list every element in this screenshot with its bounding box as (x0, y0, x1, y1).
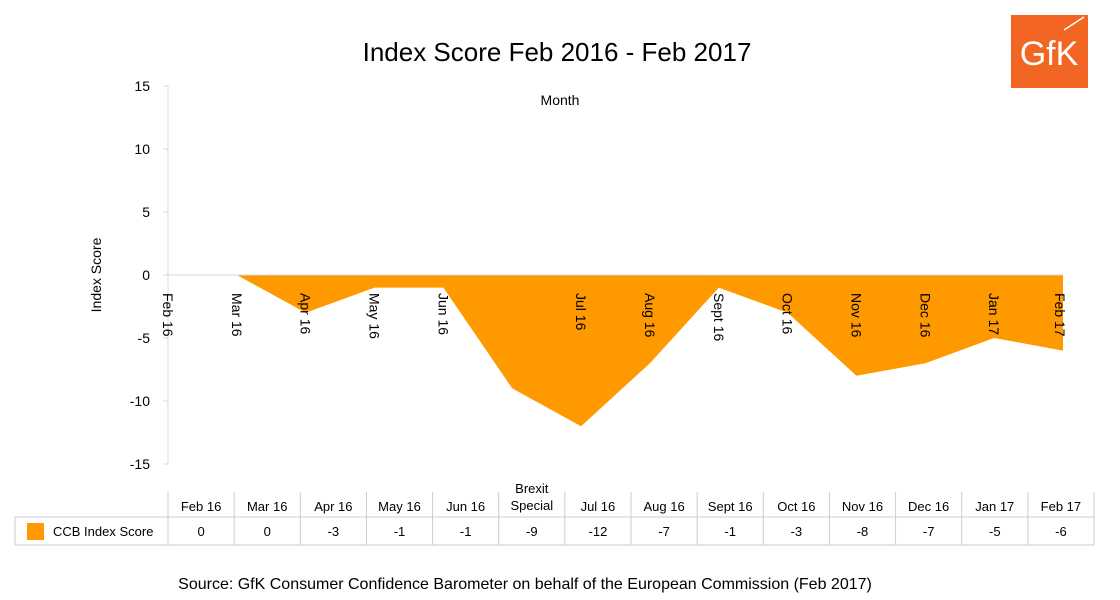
table-header-cell: Feb 17 (1041, 499, 1081, 514)
table-header-cell: May 16 (378, 499, 421, 514)
x-tick-label: Nov 16 (848, 293, 864, 338)
x-axis-tick-labels: Feb 16 Mar 16 Apr 16 May 16 Jun 16 Jul 16 Aug … (160, 293, 1068, 341)
x-tick-label: Jun 16 (435, 293, 451, 335)
y-axis-ticks: 15 10 5 0 -5 -10 -15 (130, 78, 168, 472)
x-tick-label: May 16 (367, 293, 383, 339)
table-header-cell: Nov 16 (842, 499, 883, 514)
x-tick-label: Mar 16 (229, 293, 245, 337)
table-header-cell: Jul 16 (581, 499, 616, 514)
y-tick-label: -15 (130, 456, 150, 472)
table-value-cell: -3 (328, 524, 340, 539)
table-header-cell: Jan 17 (975, 499, 1014, 514)
y-tick-label: -10 (130, 393, 150, 409)
table-header-cell: Jun 16 (446, 499, 485, 514)
table-value-cell: -6 (1055, 524, 1067, 539)
table-header-cell: Feb 16 (181, 499, 221, 514)
plot-area (167, 86, 1064, 464)
table-header-cell: Apr 16 (314, 499, 352, 514)
x-tick-label: Jan 17 (986, 293, 1002, 335)
y-tick-label: 0 (142, 267, 150, 283)
gfk-logo: GfK (1011, 15, 1088, 88)
table-header-cell: Mar 16 (247, 499, 287, 514)
table-value-cell: -3 (791, 524, 803, 539)
table-header-cell: Oct 16 (777, 499, 815, 514)
table-value-cell: -7 (923, 524, 935, 539)
x-tick-label: Feb 17 (1052, 293, 1068, 337)
x-tick-label: Sept 16 (711, 293, 727, 341)
table-header-cell: Aug 16 (643, 499, 684, 514)
source-note: Source: GfK Consumer Confidence Baromete… (178, 576, 872, 593)
y-axis-title: Index Score (88, 237, 104, 312)
table-value-cell: 0 (197, 524, 204, 539)
y-tick-label: 5 (142, 204, 150, 220)
logo-text: GfK (1020, 35, 1079, 73)
table-value-cell: -8 (857, 524, 869, 539)
table-value-cell: -1 (724, 524, 736, 539)
table-header-cell: Sept 16 (708, 499, 753, 514)
table-value-cell: -9 (526, 524, 538, 539)
table-value-cell: -1 (460, 524, 472, 539)
table-value-cell: -7 (658, 524, 670, 539)
legend-swatch (27, 523, 44, 540)
table-value-cell: -1 (394, 524, 406, 539)
area-series-ccb-index-score (168, 275, 1063, 427)
x-tick-label: Feb 16 (160, 293, 176, 337)
table-value-cell: -12 (589, 524, 608, 539)
x-tick-label: Jul 16 (573, 293, 589, 331)
x-axis-title: Month (541, 92, 580, 108)
x-tick-label: Aug 16 (642, 293, 658, 338)
legend-label: CCB Index Score (53, 524, 153, 539)
y-tick-label: 15 (134, 78, 150, 94)
x-tick-label: Dec 16 (917, 293, 933, 338)
y-tick-label: 10 (134, 141, 150, 157)
x-tick-label: Oct 16 (780, 293, 796, 334)
data-table: Feb 16 Mar 16 Apr 16 May 16 Jun 16 Brexit Spec… (14, 481, 1095, 546)
x-tick-label: Apr 16 (298, 293, 314, 334)
chart-title: Index Score Feb 2016 - Feb 2017 (363, 37, 752, 67)
table-value-cell: 0 (264, 524, 271, 539)
y-tick-label: -5 (138, 330, 151, 346)
table-header-cell: Brexit Special (510, 481, 553, 513)
table-value-cell: -5 (989, 524, 1001, 539)
table-header-cell: Dec 16 (908, 499, 949, 514)
